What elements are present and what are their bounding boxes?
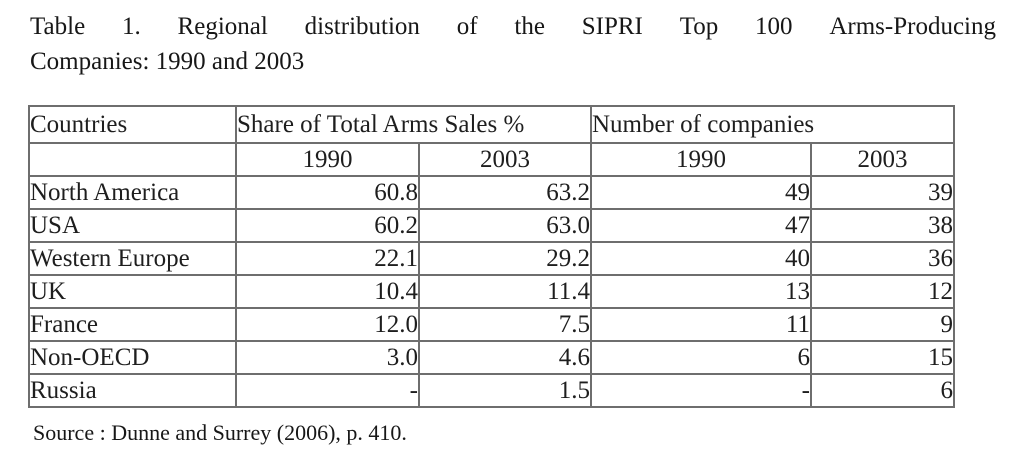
- header-countries: Countries: [28, 105, 237, 144]
- header-companies-group: Number of companies: [590, 105, 955, 144]
- cell-companies-1990: 11: [590, 307, 812, 342]
- table-caption: Table 1. Regional distribution of the SIPRI Top…: [30, 9, 996, 79]
- cell-share-2003: 11.4: [418, 274, 592, 309]
- cell-companies-2003: 12: [810, 274, 955, 309]
- header-row-groups: Countries Share of Total Arms Sales % Nu…: [28, 105, 955, 144]
- cell-companies-1990: 6: [590, 340, 812, 375]
- table-row: France 12.0 7.5 11 9: [28, 307, 955, 342]
- cell-country: Western Europe: [28, 241, 237, 276]
- page: Table 1. Regional distribution of the SIPRI Top…: [28, 9, 996, 445]
- table-row: North America 60.8 63.2 49 39: [28, 175, 955, 210]
- cell-companies-1990: 47: [590, 208, 812, 243]
- header-share-group: Share of Total Arms Sales %: [235, 105, 592, 144]
- cell-country: UK: [28, 274, 237, 309]
- cell-country: Non-OECD: [28, 340, 237, 375]
- cell-share-1990: 10.4: [235, 274, 420, 309]
- source-note: Source : Dunne and Surrey (2006), p. 410…: [33, 420, 407, 445]
- table-caption-line1: Table 1. Regional distribution of the SIPRI Top…: [30, 13, 996, 40]
- cell-companies-2003: 39: [810, 175, 955, 210]
- cell-share-2003: 29.2: [418, 241, 592, 276]
- cell-share-2003: 7.5: [418, 307, 592, 342]
- cell-share-2003: 4.6: [418, 340, 592, 375]
- table-row: UK 10.4 11.4 13 12: [28, 274, 955, 309]
- cell-share-1990: 22.1: [235, 241, 420, 276]
- regional-distribution-table: Countries Share of Total Arms Sales % Nu…: [28, 105, 955, 408]
- header-share-2003: 2003: [418, 142, 592, 177]
- cell-share-2003: 63.2: [418, 175, 592, 210]
- table-row: Western Europe 22.1 29.2 40 36: [28, 241, 955, 276]
- cell-country: Russia: [28, 373, 237, 408]
- cell-share-2003: 1.5: [418, 373, 592, 408]
- table-row: Non-OECD 3.0 4.6 6 15: [28, 340, 955, 375]
- cell-companies-2003: 36: [810, 241, 955, 276]
- cell-share-1990: 60.2: [235, 208, 420, 243]
- table-row: USA 60.2 63.0 47 38: [28, 208, 955, 243]
- header-companies-2003: 2003: [810, 142, 955, 177]
- header-share-1990: 1990: [235, 142, 420, 177]
- cell-share-1990: 12.0: [235, 307, 420, 342]
- cell-companies-1990: -: [590, 373, 812, 408]
- cell-share-1990: -: [235, 373, 420, 408]
- table-caption-line2: Companies: 1990 and 2003: [30, 48, 305, 75]
- header-row-years: 1990 2003 1990 2003: [28, 142, 955, 177]
- cell-companies-2003: 15: [810, 340, 955, 375]
- cell-share-2003: 63.0: [418, 208, 592, 243]
- cell-country: North America: [28, 175, 237, 210]
- header-companies-1990: 1990: [590, 142, 812, 177]
- cell-companies-1990: 13: [590, 274, 812, 309]
- cell-companies-1990: 40: [590, 241, 812, 276]
- cell-country: USA: [28, 208, 237, 243]
- cell-country: France: [28, 307, 237, 342]
- cell-companies-2003: 9: [810, 307, 955, 342]
- cell-share-1990: 3.0: [235, 340, 420, 375]
- header-empty-cell: [28, 142, 237, 177]
- cell-share-1990: 60.8: [235, 175, 420, 210]
- cell-companies-2003: 6: [810, 373, 955, 408]
- cell-companies-1990: 49: [590, 175, 812, 210]
- cell-companies-2003: 38: [810, 208, 955, 243]
- table-row: Russia - 1.5 - 6: [28, 373, 955, 408]
